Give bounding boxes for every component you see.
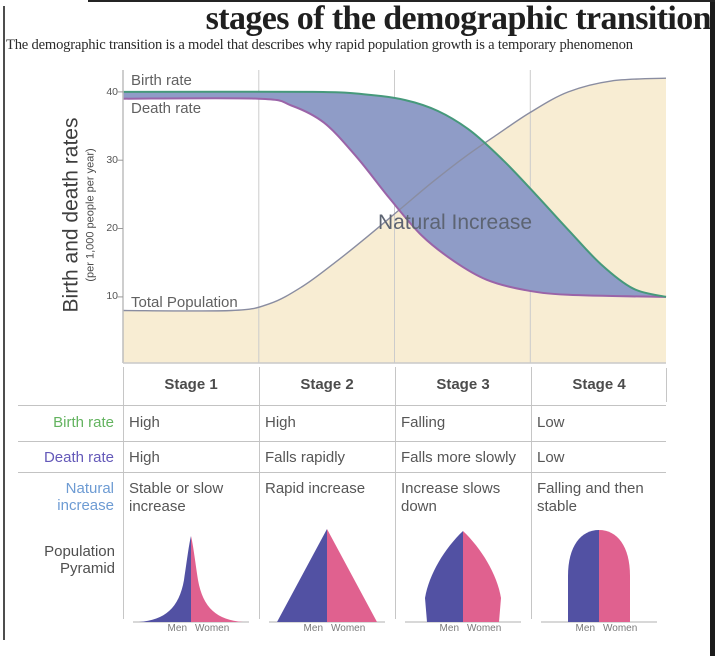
demographic-transition-chart <box>117 70 667 364</box>
women-label: Women <box>603 623 638 634</box>
row-divider <box>18 472 666 473</box>
death-rate-row: Death rate High Falls rapidly Falls more… <box>0 449 667 467</box>
population-pyramid-stage1 <box>133 536 249 623</box>
birth-rate-row-label: Birth rate <box>53 414 114 431</box>
women-label: Women <box>467 623 502 634</box>
stage-3-header: Stage 3 <box>436 376 490 393</box>
women-label: Women <box>195 623 230 634</box>
death-rate-stage1-cell: High <box>129 449 160 466</box>
row-divider <box>18 441 666 442</box>
pyramid-men-half <box>139 536 191 622</box>
birth-rate-row: Birth rate High High Falling Low <box>0 414 667 432</box>
pyramid-women-half <box>327 529 377 622</box>
death-rate-row-label: Death rate <box>43 449 114 466</box>
population-pyramid-row-label: Population Pyramid <box>44 543 115 577</box>
population-pyramid-stage2 <box>269 529 385 623</box>
death-rate-stage4-cell: Low <box>537 449 565 466</box>
population-pyramid-stage3 <box>405 531 521 623</box>
column-divider <box>259 367 260 619</box>
natural-increase-stage4-cell: Falling and then stable <box>537 480 644 515</box>
natural-increase-row-label: Natural increase <box>57 480 114 514</box>
death-rate-stage2-cell: Falls rapidly <box>265 449 346 466</box>
pyramid-men-half <box>425 531 463 622</box>
pyramid-axis-labels-stage1: Men Women <box>123 623 259 634</box>
pyramid-men-half <box>568 530 599 622</box>
birth-rate-stage4-cell: Low <box>537 414 565 431</box>
death-rate-stage3-cell: Falls more slowly <box>401 449 517 466</box>
natural-increase-annotation: Natural Increase <box>378 211 533 234</box>
women-label: Women <box>331 623 366 634</box>
pyramid-axis-labels-stage2: Men Women <box>259 623 395 634</box>
y-tick-20: 20 <box>106 222 118 234</box>
pyramid-women-half <box>599 530 630 622</box>
column-divider <box>395 367 396 619</box>
men-label: Men <box>303 623 323 634</box>
natural-increase-stage3-cell: Increase slows down <box>401 480 501 515</box>
natural-increase-stage2-cell: Rapid increase <box>265 480 366 497</box>
pyramid-axis-labels-stage3: Men Women <box>395 623 531 634</box>
birth-rate-curve <box>122 90 667 298</box>
column-divider <box>123 367 124 619</box>
pyramid-women-half <box>463 531 501 622</box>
men-label: Men <box>439 623 459 634</box>
pyramid-axis-labels-stage4: Men Women <box>531 623 667 634</box>
pyramid-women-half <box>191 536 243 622</box>
y-axis-ticks <box>117 91 123 298</box>
birth-rate-stage2-cell: High <box>265 414 296 431</box>
death-rate-curve <box>122 97 667 298</box>
left-border <box>3 6 5 640</box>
y-axis-unit: (per 1,000 people per year) <box>84 148 97 282</box>
birth-rate-stage3-cell: Falling <box>401 414 446 431</box>
death-rate-annotation: Death rate <box>131 100 202 117</box>
y-tick-40: 40 <box>106 86 118 98</box>
column-divider <box>666 368 667 402</box>
y-axis-title-block: Birth and death rates (per 1,000 people … <box>60 118 97 313</box>
total-population-curve <box>122 77 667 312</box>
top-border <box>88 0 715 2</box>
men-label: Men <box>575 623 595 634</box>
page-title: stages of the demographic transition <box>205 0 712 37</box>
y-tick-30: 30 <box>106 154 118 166</box>
y-axis-title: Birth and death rates <box>59 117 83 313</box>
page-subtitle: The demographic transition is a model th… <box>6 37 633 53</box>
row-divider <box>18 405 666 406</box>
pyramid-men-half <box>277 529 327 622</box>
natural-increase-stage1-cell: Stable or slow increase <box>129 480 224 515</box>
spacer <box>0 376 123 393</box>
stage-header-row: Stage 1 Stage 2 Stage 3 Stage 4 <box>0 376 667 393</box>
natural-increase-area <box>123 91 666 297</box>
birth-rate-stage1-cell: High <box>129 414 160 431</box>
stage-1-header: Stage 1 <box>164 376 218 393</box>
stage-2-header: Stage 2 <box>300 376 354 393</box>
total-population-annotation: Total Population <box>131 294 238 311</box>
stage-4-header: Stage 4 <box>572 376 626 393</box>
natural-increase-row: Natural increase Stable or slow increase… <box>0 480 667 516</box>
column-divider <box>531 367 532 619</box>
men-label: Men <box>167 623 187 634</box>
right-border <box>710 0 715 656</box>
y-tick-10: 10 <box>106 290 118 302</box>
birth-rate-annotation: Birth rate <box>131 72 192 89</box>
population-pyramid-stage4 <box>541 530 657 623</box>
